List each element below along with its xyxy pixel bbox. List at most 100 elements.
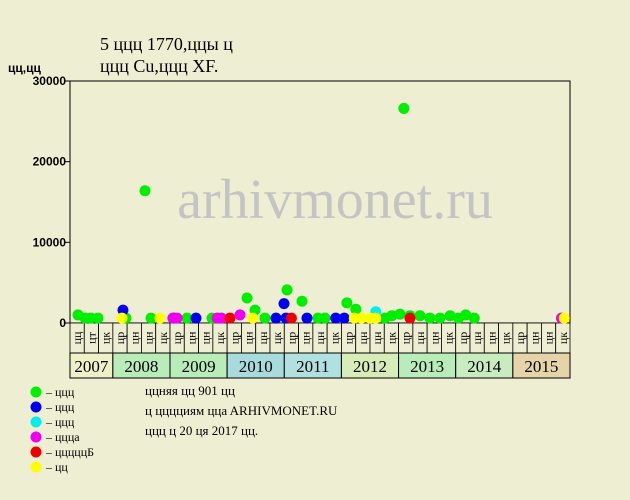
x-tick-label: цн <box>542 331 556 344</box>
x-tick-label: цк <box>156 332 170 344</box>
data-point <box>386 310 398 322</box>
x-tick-label: цн <box>527 331 541 344</box>
note: ццняя цц 901 цц <box>145 383 235 398</box>
data-point <box>139 185 151 197</box>
x-tick-label: цн <box>299 331 313 344</box>
y-axis-label: цц,цц <box>8 61 41 75</box>
year-cell <box>112 352 171 379</box>
legend-label: – ццц <box>45 400 75 414</box>
legend-marker <box>30 416 42 428</box>
x-tick-label: цк <box>384 332 398 344</box>
data-point <box>215 312 227 324</box>
x-tick-label: цн <box>142 331 156 344</box>
data-point <box>117 304 129 316</box>
data-point <box>341 297 353 309</box>
x-tick-label: цн <box>184 331 198 344</box>
note: ццц ц 20 ця 2017 цц. <box>145 423 258 438</box>
data-point <box>301 312 313 324</box>
data-point <box>154 312 166 324</box>
x-tick-label: цр <box>113 332 127 344</box>
data-point <box>92 312 104 324</box>
year-label: 2009 <box>182 357 216 376</box>
legend-marker <box>30 431 42 443</box>
data-point <box>181 312 193 324</box>
data-point <box>434 312 446 324</box>
data-point <box>370 312 382 324</box>
data-point <box>234 309 246 321</box>
x-tick-label: цр <box>342 332 356 344</box>
year-cell <box>512 352 571 379</box>
data-point <box>468 312 480 324</box>
data-point <box>424 312 436 324</box>
x-tick-label: цн <box>256 331 270 344</box>
x-tick-label: цр <box>170 332 184 344</box>
legend-marker <box>30 461 42 473</box>
x-tick-label: цк <box>270 332 284 344</box>
data-point <box>319 312 331 324</box>
data-point <box>444 310 456 322</box>
x-tick-label: цк <box>99 332 113 344</box>
legend-marker <box>30 401 42 413</box>
note: ц цццциям ццa ARHIVMONET.RU <box>145 403 338 418</box>
data-point <box>355 312 367 324</box>
x-tick-label: цн <box>427 331 441 344</box>
data-point <box>171 312 183 324</box>
data-point <box>558 312 570 324</box>
x-tick-label: цн <box>470 331 484 344</box>
data-point <box>414 310 426 322</box>
x-tick-label: цн <box>370 331 384 344</box>
year-cell <box>398 352 457 379</box>
y-tick-label: 10000 <box>33 235 67 249</box>
x-tick-label: цн <box>356 331 370 344</box>
x-tick-label: цц <box>70 331 84 344</box>
year-cell <box>169 352 228 379</box>
year-label: 2008 <box>124 357 158 376</box>
data-point <box>190 312 202 324</box>
x-tick-label: цн <box>127 331 141 344</box>
chart-subtitle: ццц Cu,ццц XF. <box>100 56 218 76</box>
data-point <box>259 312 271 324</box>
data-point <box>394 308 406 320</box>
year-cell <box>226 352 285 379</box>
legend-label: – цццa <box>45 430 80 444</box>
data-point <box>330 312 342 324</box>
data-point <box>270 312 282 324</box>
data-point <box>224 312 236 324</box>
legend-label: – ццц <box>45 415 75 429</box>
data-point <box>116 312 128 324</box>
x-tick-label: цн <box>199 331 213 344</box>
x-tick-label: цк <box>499 332 513 344</box>
x-tick-label: цк <box>442 332 456 344</box>
legend-marker <box>30 386 42 398</box>
year-cell <box>69 352 114 379</box>
x-tick-label: цн <box>484 331 498 344</box>
x-tick-label: цр <box>284 332 298 344</box>
data-point <box>145 312 157 324</box>
x-tick-label: цн <box>413 331 427 344</box>
data-point <box>398 102 410 114</box>
year-label: 2012 <box>353 357 387 376</box>
x-tick-label: цк <box>327 332 341 344</box>
year-label: 2010 <box>239 357 273 376</box>
x-tick-label: цк <box>213 332 227 344</box>
year-label: 2014 <box>467 357 502 376</box>
legend-label: – ццц <box>45 385 75 399</box>
x-tick-label: цр <box>227 332 241 344</box>
legend-label: – цццццБ <box>45 445 94 459</box>
x-tick-label: цн <box>313 331 327 344</box>
y-tick-label: 0 <box>59 316 66 330</box>
legend-label: – цц <box>45 460 68 474</box>
year-label: 2007 <box>74 357 109 376</box>
data-point <box>460 309 472 321</box>
data-point <box>285 312 297 324</box>
x-tick-label: цк <box>556 332 570 344</box>
data-point <box>241 292 253 304</box>
x-tick-label: цр <box>399 332 413 344</box>
plot-area <box>69 80 571 324</box>
x-tick-label: цр <box>513 332 527 344</box>
year-cell <box>283 352 342 379</box>
data-point <box>281 284 293 296</box>
data-point <box>247 312 259 324</box>
